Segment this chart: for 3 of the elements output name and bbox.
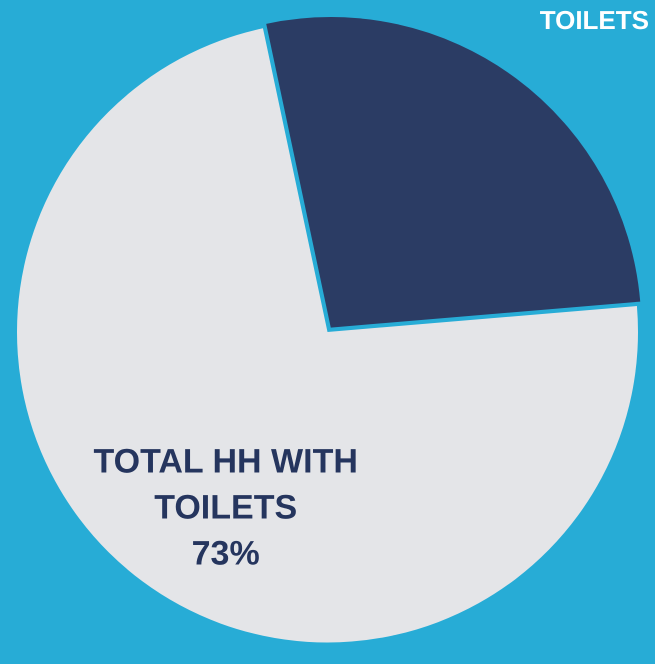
slice-label: TOTAL HH WITH TOILETS xyxy=(93,442,358,526)
slice-label: TOILETS xyxy=(540,5,649,36)
data-label: 73% xyxy=(192,534,260,572)
